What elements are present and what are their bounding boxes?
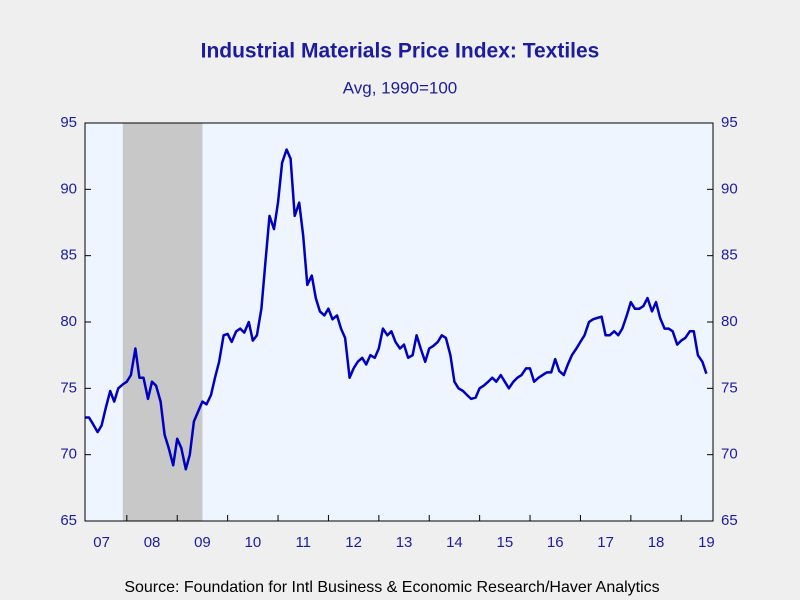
- x-tick-label: 19: [698, 534, 715, 551]
- chart-subtitle: Avg, 1990=100: [343, 78, 458, 97]
- recession-shade: [122, 123, 203, 521]
- x-tick-label: 10: [244, 534, 261, 551]
- source-note: Source: Foundation for Intl Business & E…: [124, 579, 659, 596]
- x-tick-label: 18: [648, 534, 665, 551]
- y-tick-label: 95: [60, 114, 77, 131]
- x-tick-label: 16: [547, 534, 564, 551]
- x-tick-label: 08: [144, 534, 161, 551]
- y2-tick-label: 65: [721, 512, 738, 529]
- y2-tick-label: 70: [721, 446, 738, 463]
- y2-tick-label: 80: [721, 313, 738, 330]
- y2-tick-label: 95: [721, 114, 738, 131]
- plot-frame: [84, 122, 714, 522]
- y2-tick-label: 75: [721, 379, 738, 396]
- x-tick-label: 12: [345, 534, 362, 551]
- y-tick-label: 65: [60, 512, 77, 529]
- x-tick-label: 11: [295, 534, 311, 551]
- y-tick-label: 85: [60, 247, 77, 264]
- x-tick-label: 15: [496, 534, 513, 551]
- x-tick-label: 17: [597, 534, 614, 551]
- x-tick-label: 14: [446, 534, 463, 551]
- y-tick-label: 75: [60, 379, 77, 396]
- x-tick-label: 09: [194, 534, 211, 551]
- y2-tick-label: 90: [721, 180, 738, 197]
- x-tick-label: 13: [396, 534, 413, 551]
- y-tick-label: 70: [60, 446, 77, 463]
- chart-title: Industrial Materials Price Index: Textil…: [201, 40, 600, 63]
- y-tick-label: 80: [60, 313, 77, 330]
- y2-tick-label: 85: [721, 247, 738, 264]
- y-tick-label: 90: [60, 180, 77, 197]
- data-line: [85, 148, 708, 471]
- x-tick-label: 07: [93, 534, 110, 551]
